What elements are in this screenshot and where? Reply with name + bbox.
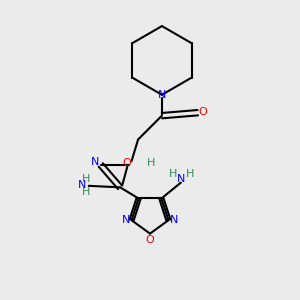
Text: O: O <box>146 235 154 244</box>
Text: H: H <box>169 169 178 179</box>
Text: H: H <box>186 169 194 179</box>
Text: H: H <box>82 174 91 184</box>
Text: N: N <box>122 215 130 225</box>
Text: N: N <box>169 215 178 225</box>
Text: O: O <box>122 158 131 168</box>
Text: N: N <box>77 180 86 190</box>
Text: O: O <box>199 107 208 117</box>
Text: N: N <box>91 157 100 167</box>
Text: H: H <box>147 158 156 168</box>
Text: H: H <box>82 188 91 197</box>
Text: N: N <box>158 90 166 100</box>
Text: N: N <box>177 174 185 184</box>
